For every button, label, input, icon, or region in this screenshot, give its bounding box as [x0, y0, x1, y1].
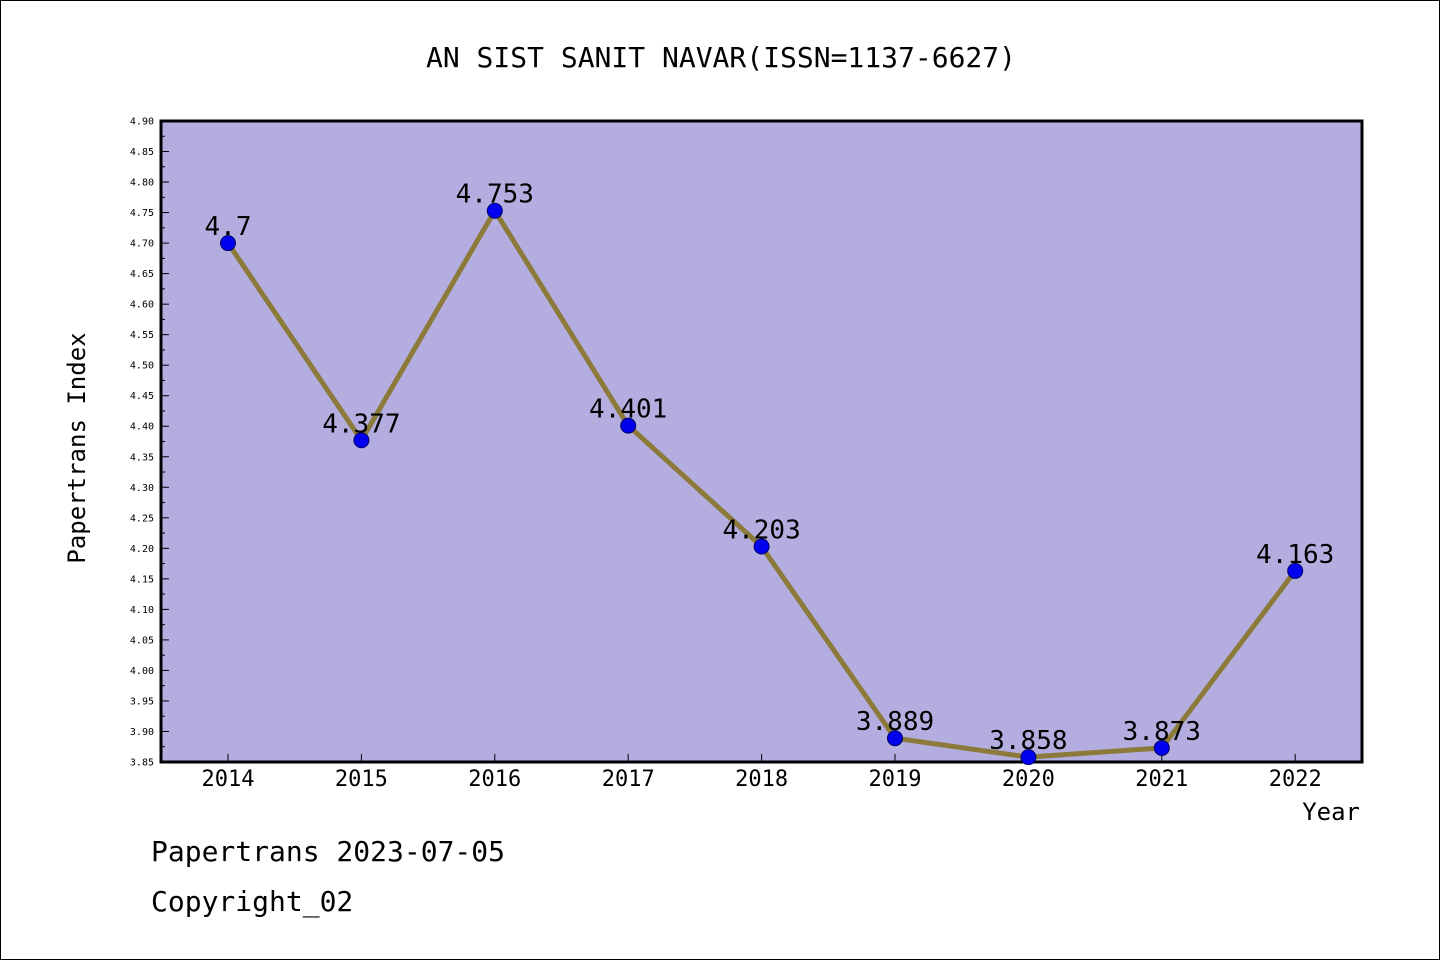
data-point-marker — [1153, 739, 1170, 756]
data-point-marker — [753, 538, 770, 555]
x-tick-label: 2014 — [202, 767, 255, 792]
data-point-marker — [1020, 749, 1037, 766]
y-tick-label: 3.95 — [130, 696, 154, 707]
y-tick-label: 4.45 — [130, 391, 154, 402]
y-tick-label: 4.75 — [130, 208, 154, 219]
y-tick-label: 4.20 — [130, 544, 154, 555]
x-tick-label: 2018 — [735, 767, 788, 792]
x-tick-label: 2017 — [602, 767, 655, 792]
data-point-marker — [620, 417, 637, 434]
y-tick-label: 4.35 — [130, 452, 154, 463]
footer-date-text: Papertrans 2023-07-05 — [151, 835, 506, 868]
y-tick-label: 4.15 — [130, 574, 154, 585]
data-value-label: 4.753 — [456, 180, 534, 210]
data-value-label: 4.7 — [205, 212, 252, 242]
x-axis-ticks: 2014 2015 2016 2017 2018 2019 2020 2021 2022 — [202, 754, 1322, 792]
plot-area — [159, 119, 1364, 764]
line-chart: AN SIST SANIT NAVAR(ISSN=1137-6627) 3.85… — [63, 41, 1364, 826]
x-tick-label: 2016 — [468, 767, 521, 792]
y-tick-label: 4.25 — [130, 513, 154, 524]
x-axis-label: Year — [1302, 798, 1360, 826]
y-tick-label: 4.80 — [130, 178, 154, 189]
y-tick-label: 4.85 — [130, 147, 154, 158]
data-value-label: 4.401 — [589, 395, 667, 425]
y-tick-label: 4.60 — [130, 300, 154, 311]
y-tick-label: 4.10 — [130, 605, 154, 616]
data-value-label: 4.163 — [1256, 540, 1334, 570]
series-layer: 4.7 4.377 4.753 4.401 4.203 3.889 3.858 3.873 4.… — [205, 180, 1334, 766]
data-point-marker — [353, 432, 370, 449]
y-tick-label: 4.50 — [130, 361, 154, 372]
y-axis-label: Papertrans Index — [63, 332, 91, 563]
data-point-marker — [486, 202, 503, 219]
data-point-marker — [220, 235, 236, 252]
y-tick-label: 4.90 — [130, 117, 154, 128]
data-value-label: 3.889 — [856, 707, 934, 737]
y-tick-label: 4.55 — [130, 330, 154, 341]
x-tick-label: 2015 — [335, 767, 388, 792]
y-tick-label: 3.85 — [130, 758, 154, 769]
y-tick-label: 4.40 — [130, 422, 154, 433]
y-axis-ticks: 3.85 3.90 3.95 4.00 4.05 4.10 4.15 4.20 4.25 4.30… — [130, 117, 169, 769]
x-tick-label: 2019 — [869, 767, 922, 792]
x-tick-label: 2021 — [1135, 767, 1188, 792]
y-tick-label: 4.05 — [130, 635, 154, 646]
y-tick-label: 4.00 — [130, 666, 154, 677]
footer-copyright-text: Copyright_02 — [151, 885, 354, 918]
x-tick-label: 2020 — [1002, 767, 1055, 792]
data-value-label: 4.203 — [722, 516, 800, 546]
data-value-label: 4.377 — [322, 409, 400, 439]
data-point-marker — [887, 730, 903, 747]
y-tick-label: 4.30 — [130, 483, 154, 494]
data-point-marker — [1287, 562, 1304, 579]
y-tick-label: 4.65 — [130, 269, 154, 280]
y-tick-label: 4.70 — [130, 239, 154, 250]
data-value-label: 3.873 — [1123, 717, 1201, 747]
data-value-label: 3.858 — [989, 726, 1067, 756]
chart-title: AN SIST SANIT NAVAR(ISSN=1137-6627) — [426, 41, 1016, 74]
y-tick-label: 3.90 — [130, 727, 154, 738]
x-tick-label: 2022 — [1269, 767, 1322, 792]
